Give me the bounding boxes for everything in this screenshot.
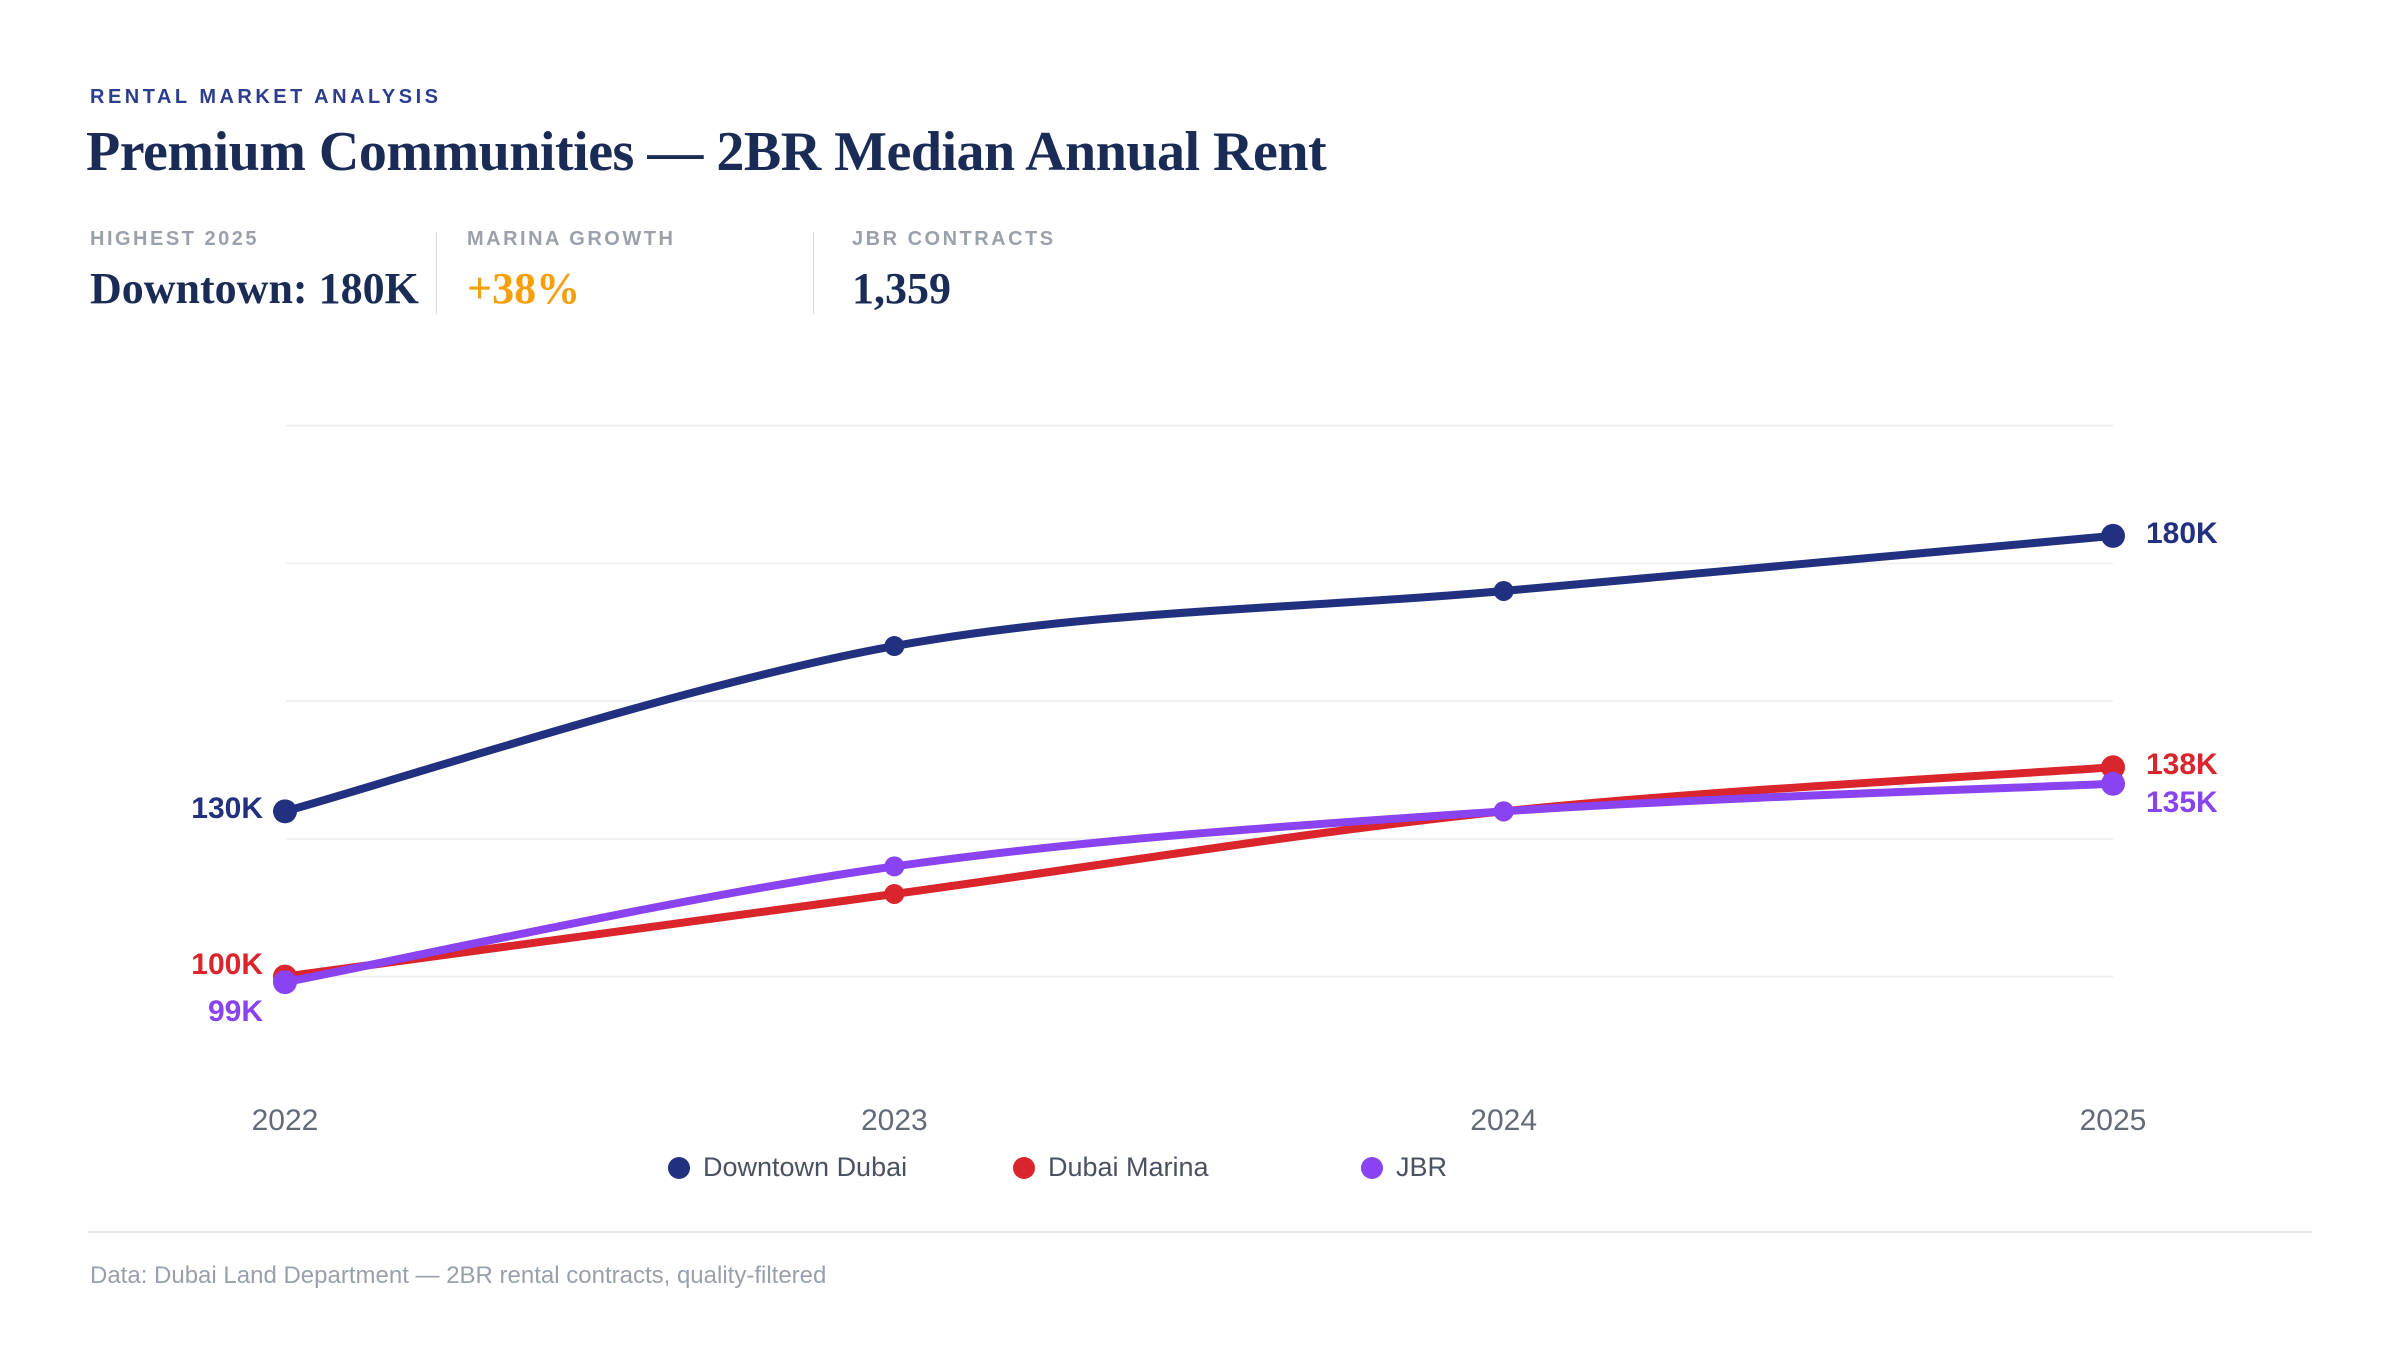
stat-marina-growth: MARINA GROWTH +38% (467, 228, 675, 314)
stat-label: JBR CONTRACTS (852, 228, 1056, 250)
stat-label: MARINA GROWTH (467, 228, 676, 250)
page-title: Premium Communities — 2BR Median Annual … (86, 121, 1327, 183)
data-label-downtown-2025: 180K (2146, 516, 2218, 550)
legend-label: Downtown Dubai (703, 1152, 908, 1182)
x-axis-label-2022: 2022 (251, 1104, 319, 1137)
stat-value: Downtown: 180K (90, 264, 419, 313)
data-label-jbr-2025: 135K (2146, 785, 2218, 819)
x-axis-label-2025: 2025 (2079, 1104, 2147, 1137)
data-source-note: Data: Dubai Land Department — 2BR rental… (90, 1262, 827, 1289)
stat-divider (813, 232, 814, 314)
series-point (884, 856, 905, 877)
stat-highest-2025: HIGHEST 2025 Downtown: 180K (90, 228, 419, 314)
series-point (2101, 755, 2125, 780)
series-point (884, 636, 905, 657)
series-point (884, 883, 905, 904)
series-point (2101, 523, 2125, 548)
stat-value: +38% (467, 264, 581, 313)
stat-divider (436, 232, 437, 314)
series-line-jbr (281, 779, 2117, 987)
series-point (273, 964, 297, 989)
series-point (1493, 801, 1514, 822)
series-line-downtown-dubai (281, 531, 2117, 816)
legend-item-downtown-dubai: Downtown Dubai (668, 1152, 907, 1183)
series-point (273, 970, 297, 995)
series-point (273, 799, 297, 824)
series-point (1493, 580, 1514, 601)
stat-label: HIGHEST 2025 (90, 228, 259, 250)
legend-item-dubai-marina: Dubai Marina (1013, 1152, 1209, 1183)
series-line-dubai-marina (281, 763, 2117, 981)
data-label-downtown-2022: 130K (191, 792, 263, 826)
legend-dot-marina-icon (1013, 1156, 1035, 1179)
legend-label: Dubai Marina (1048, 1152, 1209, 1182)
data-label-jbr-2022: 99K (207, 995, 263, 1029)
stats-row: HIGHEST 2025 Downtown: 180K MARINA GROWT… (0, 0, 2400, 330)
series-point (1493, 801, 1514, 822)
stat-jbr-contracts: JBR CONTRACTS 1,359 (852, 228, 1056, 314)
legend-item-jbr: JBR (1361, 1152, 1447, 1183)
series-point (2101, 771, 2125, 796)
x-axis-label-2024: 2024 (1470, 1104, 1538, 1137)
legend-dot-jbr-icon (1361, 1156, 1383, 1179)
legend-label: JBR (1396, 1152, 1448, 1182)
data-label-marina-2022: 100K (191, 947, 263, 981)
data-label-marina-2025: 138K (2146, 748, 2218, 782)
stat-value: 1,359 (852, 264, 951, 313)
legend-dot-downtown-icon (668, 1156, 690, 1179)
footer-divider (88, 1231, 2312, 1233)
x-axis-label-2023: 2023 (860, 1104, 928, 1137)
report-eyebrow: RENTAL MARKET ANALYSIS (90, 86, 442, 108)
